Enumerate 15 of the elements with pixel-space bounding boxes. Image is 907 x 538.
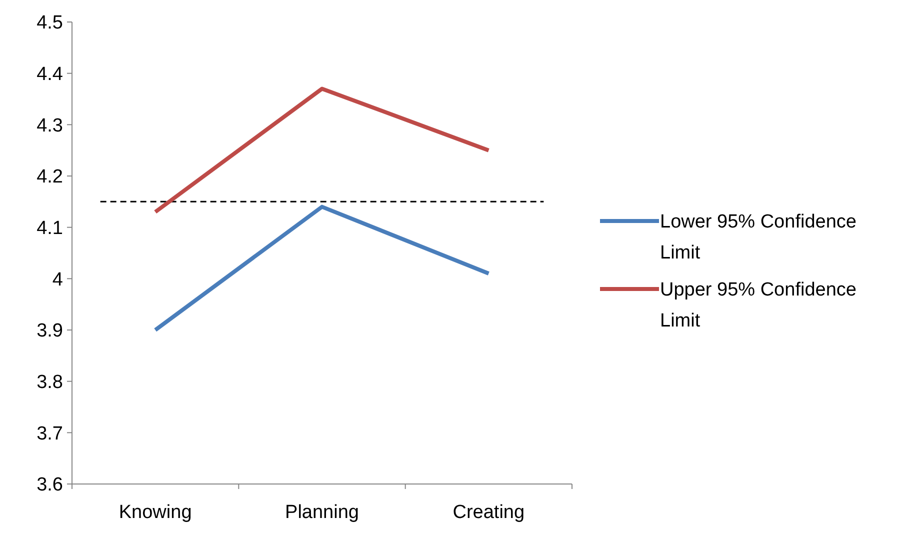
- y-tick-label: 4.4: [36, 64, 64, 85]
- y-tick-label: 3.9: [36, 320, 63, 342]
- y-tick-label: 3.8: [36, 372, 63, 393]
- y-tick-label: 4.5: [36, 12, 63, 34]
- y-tick-label: 3.6: [36, 474, 63, 496]
- y-tick-label: 4.2: [36, 166, 63, 188]
- legend-label: Lower 95% Confidence Limit: [660, 212, 856, 264]
- x-tick-label: Creating: [452, 502, 525, 523]
- y-tick-label: 4.1: [36, 218, 63, 239]
- x-tick-label: Knowing: [118, 502, 192, 523]
- x-tick-label: Planning: [285, 502, 359, 523]
- y-tick-label: 3.7: [36, 423, 63, 444]
- y-tick-label: 4.3: [36, 115, 63, 136]
- legend-label: Upper 95% Confidence Limit: [660, 280, 856, 332]
- y-tick-label: 4: [52, 269, 64, 290]
